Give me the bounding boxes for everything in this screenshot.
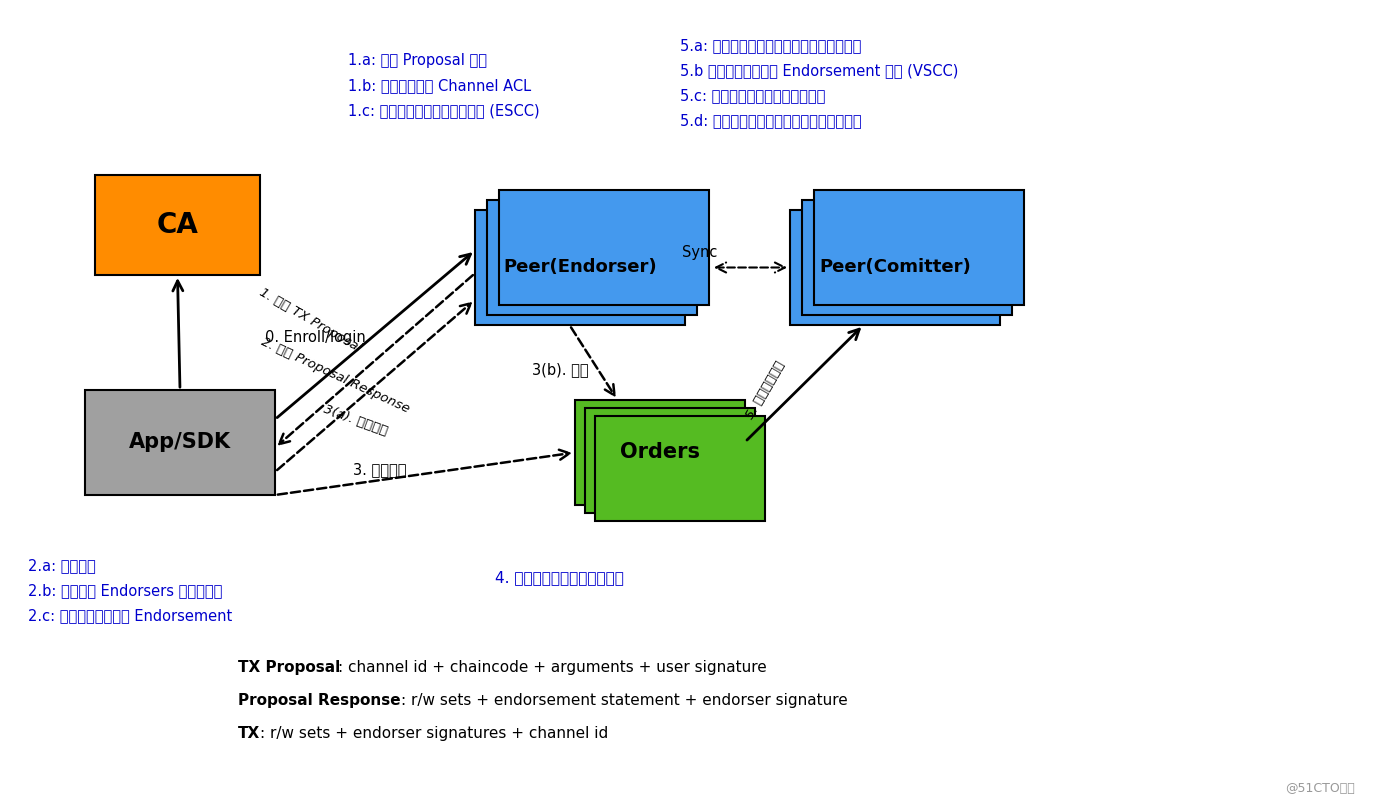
- Text: 3(a). 提交交易: 3(a). 提交交易: [322, 402, 389, 438]
- Text: 2.c: 检查是否收集足够 Endorsement: 2.c: 检查是否收集足够 Endorsement: [28, 608, 232, 623]
- Text: 1.b: 检查是否满足 Channel ACL: 1.b: 检查是否满足 Channel ACL: [348, 78, 531, 93]
- Text: CA: CA: [157, 211, 198, 239]
- Bar: [487, 200, 697, 315]
- Text: Orders: Orders: [620, 443, 700, 462]
- Bar: [802, 200, 1012, 315]
- Text: Peer(Endorser): Peer(Endorser): [503, 259, 657, 276]
- Text: 1.c: 模拟执行交易并对结果签名 (ESCC): 1.c: 模拟执行交易并对结果签名 (ESCC): [348, 103, 539, 118]
- Text: : r/w sets + endorsement statement + endorser signature: : r/w sets + endorsement statement + end…: [402, 693, 848, 708]
- Text: 2.a: 校验签名: 2.a: 校验签名: [28, 558, 96, 573]
- Text: @51CTO博客: @51CTO博客: [1286, 782, 1354, 795]
- Text: 3(b). 转发: 3(b). 转发: [532, 363, 588, 377]
- Bar: [474, 210, 685, 325]
- Text: 1. 发送 TX Proposal: 1. 发送 TX Proposal: [257, 285, 363, 355]
- Text: 5.a: 检查交易结构完整性、签名、是否重复: 5.a: 检查交易结构完整性、签名、是否重复: [681, 38, 861, 53]
- Text: 3. 发送交易: 3. 发送交易: [353, 462, 407, 477]
- Bar: [814, 190, 1024, 305]
- Bar: [95, 175, 260, 275]
- Bar: [575, 400, 745, 505]
- Text: TX Proposal: TX Proposal: [238, 660, 340, 675]
- Text: 5.d: 执行区块中的合法交易，更新账本状态: 5.d: 执行区块中的合法交易，更新账本状态: [681, 113, 862, 128]
- Text: : r/w sets + endorser signatures + channel id: : r/w sets + endorser signatures + chann…: [260, 726, 608, 741]
- Bar: [595, 416, 765, 521]
- Bar: [791, 210, 1000, 325]
- Text: : channel id + chaincode + arguments + user signature: : channel id + chaincode + arguments + u…: [338, 660, 767, 675]
- Text: 5. 发送交易区块: 5. 发送交易区块: [742, 359, 786, 421]
- Bar: [85, 390, 275, 495]
- Text: 1.a: 校验 Proposal 签名: 1.a: 校验 Proposal 签名: [348, 53, 487, 68]
- Text: Sync: Sync: [682, 246, 718, 260]
- Text: 0. Enroll/login: 0. Enroll/login: [265, 330, 366, 345]
- Text: 5.b 校验交易是否符合 Endorsement 策略 (VSCC): 5.b 校验交易是否符合 Endorsement 策略 (VSCC): [681, 63, 958, 78]
- Text: 5.c: 检查读集合中版本跟账本一致: 5.c: 检查读集合中版本跟账本一致: [681, 88, 825, 103]
- Bar: [499, 190, 710, 305]
- Text: App/SDK: App/SDK: [129, 432, 231, 452]
- Text: 2. 回复 Proposal Response: 2. 回复 Proposal Response: [258, 335, 411, 415]
- Text: TX: TX: [238, 726, 260, 741]
- Text: 2.b: 比对多个 Endorsers 的回复结果: 2.b: 比对多个 Endorsers 的回复结果: [28, 583, 223, 598]
- Text: Proposal Response: Proposal Response: [238, 693, 400, 708]
- Text: 4. 对交易进行排序，构造区块: 4. 对交易进行排序，构造区块: [495, 570, 624, 585]
- Text: Peer(Comitter): Peer(Comitter): [820, 259, 971, 276]
- Bar: [584, 408, 755, 513]
